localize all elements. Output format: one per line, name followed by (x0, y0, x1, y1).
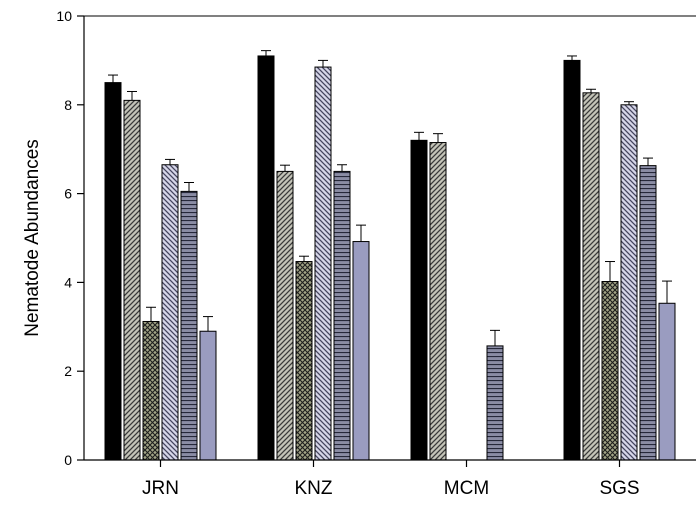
error-bar-jrn-series-6 (203, 316, 213, 332)
x-tick-label-sgs: SGS (599, 478, 639, 499)
error-bar-sgs-series-3 (605, 261, 615, 282)
bar-jrn-series-4 (161, 164, 179, 461)
bar-sgs-series-4 (620, 104, 638, 461)
y-tick-label: 4 (64, 274, 72, 290)
y-axis-title: Nematode Abundances (22, 139, 43, 337)
error-bar-sgs-series-5 (643, 157, 653, 166)
error-bar-jrn-series-1 (108, 74, 118, 83)
x-tick-label-mcm: MCM (444, 478, 489, 499)
error-bar-sgs-series-1 (567, 55, 577, 61)
bar-sgs-series-6 (658, 302, 676, 461)
x-tick-label-jrn: JRN (142, 478, 179, 499)
bar-jrn-series-6 (199, 330, 217, 461)
bar-sgs-series-3 (601, 281, 619, 461)
error-bar-jrn-series-5 (184, 182, 194, 192)
y-tick-label: 8 (64, 97, 72, 113)
bar-sgs-series-1 (563, 59, 581, 461)
error-bar-mcm-series-1 (414, 131, 424, 141)
error-bar-knz-series-6 (356, 224, 366, 242)
bar-knz-series-6 (352, 241, 370, 461)
error-bar-mcm-series-2 (433, 133, 443, 143)
error-bar-mcm-series-5 (490, 329, 500, 346)
x-ticks: JRN KNZ MCM SGS (142, 460, 640, 499)
bar-jrn-series-2 (123, 99, 141, 461)
bar-knz-series-5 (333, 170, 351, 461)
y-ticks: 0 2 4 6 8 10 (56, 8, 84, 468)
bar-jrn-series-3 (142, 320, 160, 461)
bar-knz-series-4 (314, 66, 332, 461)
x-tick-label-knz: KNZ (295, 478, 333, 499)
error-bar-knz-series-5 (337, 164, 347, 172)
bar-jrn-series-1 (104, 82, 122, 461)
bar-knz-series-1 (257, 55, 275, 461)
bar-jrn-series-5 (180, 190, 198, 461)
y-tick-label: 6 (64, 186, 72, 202)
error-bar-knz-series-3 (299, 255, 309, 262)
error-bar-knz-series-4 (318, 59, 328, 68)
error-bar-sgs-series-6 (662, 280, 672, 304)
y-tick-label: 10 (56, 8, 72, 24)
bar-sgs-series-2 (582, 92, 600, 461)
error-bar-jrn-series-4 (165, 158, 175, 165)
error-bar-knz-series-2 (280, 164, 290, 172)
bar-mcm-series-1 (410, 139, 428, 461)
error-bar-knz-series-1 (261, 50, 271, 56)
bar-sgs-series-5 (639, 165, 657, 461)
error-bar-sgs-series-4 (624, 101, 634, 105)
error-bar-jrn-series-3 (146, 306, 156, 322)
bars-layer (104, 55, 676, 461)
y-tick-label: 2 (64, 363, 72, 379)
bar-mcm-series-5 (486, 345, 504, 461)
y-tick-label: 0 (64, 452, 72, 468)
error-bar-sgs-series-2 (586, 88, 596, 93)
error-bars-layer (108, 50, 672, 346)
bar-mcm-series-2 (429, 142, 447, 461)
error-bar-jrn-series-2 (127, 90, 137, 101)
bar-knz-series-3 (295, 261, 313, 461)
bar-knz-series-2 (276, 170, 294, 461)
